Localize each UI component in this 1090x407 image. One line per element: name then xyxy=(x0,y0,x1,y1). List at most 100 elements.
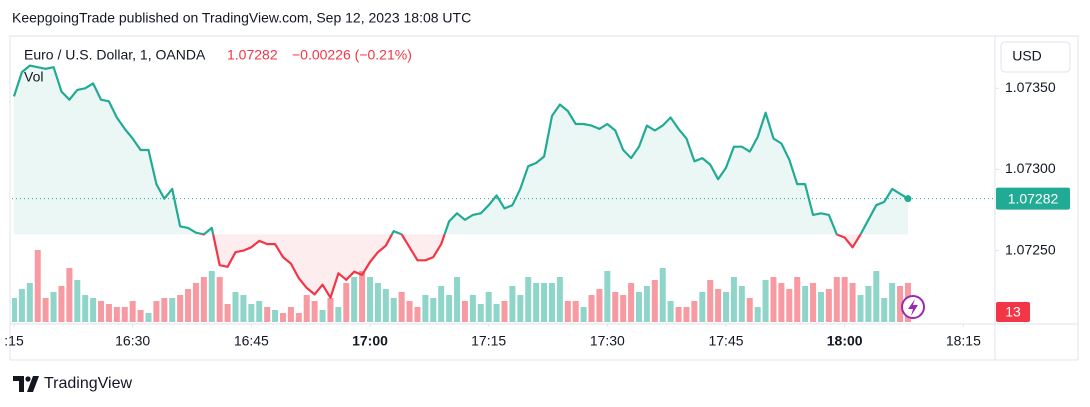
volume-bar xyxy=(74,280,81,322)
volume-bar xyxy=(200,277,207,322)
logo-dot xyxy=(25,376,31,382)
volume-bar xyxy=(113,307,120,322)
volume-bar xyxy=(825,289,832,322)
volume-pane xyxy=(12,250,911,322)
volume-bar xyxy=(857,295,864,322)
volume-bar xyxy=(454,277,461,322)
volume-bar xyxy=(659,268,666,322)
volume-bar xyxy=(264,307,271,322)
volume-bar xyxy=(161,298,168,322)
x-tick-label: 18:15 xyxy=(946,333,981,349)
last-point xyxy=(904,195,912,203)
volume-bar xyxy=(865,286,872,322)
volume-bar xyxy=(216,277,223,322)
volume-bar xyxy=(620,295,627,322)
volume-bar xyxy=(675,307,682,322)
volume-bar xyxy=(406,301,413,322)
volume-bar xyxy=(730,277,737,322)
volume-bar xyxy=(493,304,500,322)
volume-bar xyxy=(588,295,595,322)
x-tick-label: :15 xyxy=(4,333,24,349)
volume-bar xyxy=(422,295,429,322)
volume-bar xyxy=(18,289,25,322)
volume-bar xyxy=(82,295,89,322)
volume-bar xyxy=(287,307,294,322)
volume-bar xyxy=(12,298,17,322)
x-tick-label: 17:45 xyxy=(708,333,743,349)
chart-frame xyxy=(9,35,1079,361)
volume-bar xyxy=(596,289,603,322)
volume-bar xyxy=(382,289,389,322)
volume-bar xyxy=(256,301,263,322)
volume-bar xyxy=(374,283,381,322)
volume-bar xyxy=(881,298,888,322)
volume-bar xyxy=(145,313,152,322)
volume-bar xyxy=(794,277,801,322)
volume-bar xyxy=(699,292,706,322)
price-area xyxy=(14,234,908,298)
last-price-tag xyxy=(996,187,1070,210)
volume-bar xyxy=(42,298,49,322)
alert-bolt xyxy=(908,299,918,316)
volume-bar xyxy=(841,277,848,322)
volume-bar xyxy=(604,271,611,322)
volume-bar xyxy=(754,307,761,322)
y-tick-label: 1.07300 xyxy=(1005,160,1056,176)
volume-bar xyxy=(50,292,57,322)
volume-bar xyxy=(533,283,540,322)
volume-bar xyxy=(295,313,302,322)
volume-bar xyxy=(786,289,793,322)
header-change: −0.00226 (−0.21%) xyxy=(292,47,412,63)
volume-bar xyxy=(311,301,318,322)
baseline-part xyxy=(14,234,908,299)
volume-bar xyxy=(129,301,136,322)
volume-bar xyxy=(34,250,41,322)
volume-bar xyxy=(817,292,824,322)
footer-brand: TradingView xyxy=(44,375,132,392)
volume-bar xyxy=(279,313,286,322)
volume-bar xyxy=(889,283,896,322)
tradingview-logo xyxy=(13,376,39,392)
volume-bar xyxy=(90,298,97,322)
x-tick-label: 18:00 xyxy=(827,333,863,349)
volume-bar xyxy=(525,277,532,322)
volume-bar xyxy=(477,304,484,322)
volume-bar xyxy=(446,295,453,322)
volume-bar xyxy=(390,298,397,322)
logo-t xyxy=(13,376,24,392)
volume-bar xyxy=(319,310,326,322)
price-line xyxy=(12,64,909,235)
last-volume-tag xyxy=(996,302,1030,322)
volume-bar xyxy=(897,286,904,322)
x-tick-label: 17:15 xyxy=(471,333,506,349)
volume-bar xyxy=(414,307,421,322)
volume-bar xyxy=(517,295,524,322)
volume-bar xyxy=(683,307,690,322)
volume-bar xyxy=(351,277,358,322)
volume-bar xyxy=(580,307,587,322)
volume-bar xyxy=(461,301,468,322)
x-tick-label: 16:30 xyxy=(115,333,150,349)
axes: 1.07282 13 1.07350 1.07300 1.07250:15 16:30 16… xyxy=(4,79,1070,349)
volume-bar xyxy=(810,283,817,322)
currency-button[interactable] xyxy=(1000,41,1071,73)
volume-bar xyxy=(469,295,476,322)
volume-bar xyxy=(707,280,714,322)
volume-bar xyxy=(137,310,144,322)
volume-bar xyxy=(738,286,745,322)
volume-bar xyxy=(509,286,516,322)
volume-bar xyxy=(564,301,571,322)
volume-bar xyxy=(541,283,548,322)
volume-bar xyxy=(556,277,563,322)
volume-bar xyxy=(746,298,753,322)
volume-bar xyxy=(762,280,769,322)
volume-bar xyxy=(224,304,231,322)
volume-bar xyxy=(778,283,785,322)
volume-bar xyxy=(192,283,199,322)
volume-bar xyxy=(343,283,350,322)
volume-bar xyxy=(359,271,366,322)
volume-legend: Vol xyxy=(24,69,43,85)
volume-bar xyxy=(802,286,809,322)
last-volume-label: 13 xyxy=(1005,304,1021,320)
